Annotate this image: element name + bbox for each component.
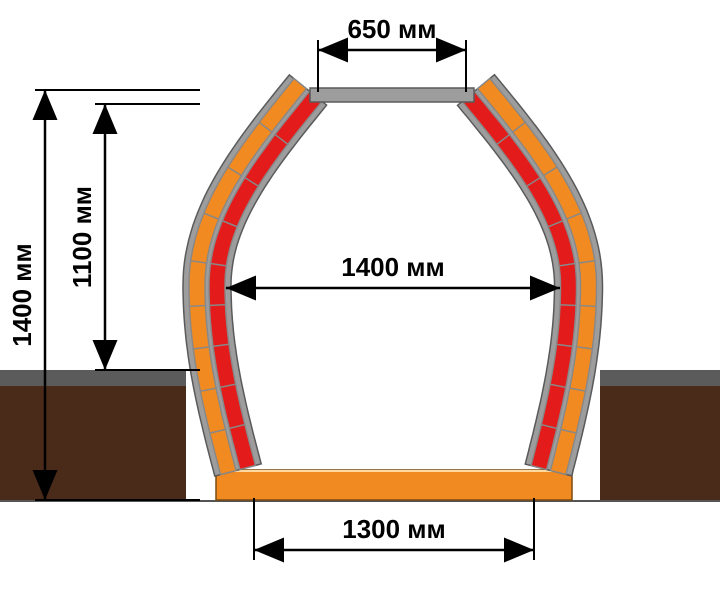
top-cap bbox=[310, 88, 474, 102]
bricks-left bbox=[189, 79, 322, 475]
brick-orange bbox=[579, 261, 597, 307]
bricks-right bbox=[462, 79, 596, 475]
brick-red bbox=[210, 305, 230, 347]
brick-orange bbox=[577, 306, 597, 349]
dim-label: 1300 мм bbox=[342, 514, 446, 544]
base-slab bbox=[216, 470, 572, 500]
brick-red bbox=[559, 264, 576, 306]
dim-label: 1400 мм bbox=[341, 252, 445, 282]
brick-red bbox=[557, 305, 576, 347]
brick-red bbox=[209, 264, 226, 306]
diagram-svg: 650 мм 1400 мм 1300 мм 1400 мм 1100 мм bbox=[0, 0, 720, 596]
dim-label: 1100 мм bbox=[67, 186, 97, 288]
brick-orange bbox=[189, 261, 207, 307]
dim-label: 650 мм bbox=[347, 14, 436, 44]
diagram-container: 650 мм 1400 мм 1300 мм 1400 мм 1100 мм bbox=[0, 0, 720, 596]
brick-orange bbox=[190, 306, 210, 349]
dim-label: 1400 мм bbox=[7, 243, 37, 347]
